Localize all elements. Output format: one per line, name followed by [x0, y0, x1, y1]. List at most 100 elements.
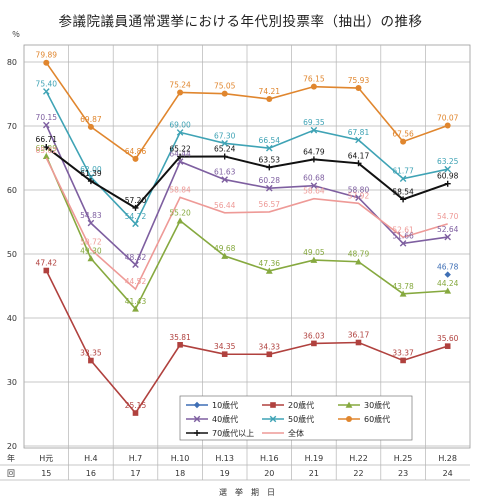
- data-label: 70.15: [36, 113, 58, 122]
- data-label: 58.64: [303, 187, 325, 196]
- data-point-marker: [177, 153, 184, 160]
- y-axis-unit-label: ％: [12, 30, 20, 39]
- data-point-marker: [399, 175, 407, 182]
- x-tick-label-date: H.16: [260, 454, 279, 463]
- data-point-marker: [42, 152, 50, 159]
- y-tick-label: 70: [7, 122, 17, 131]
- data-label: 61.77: [392, 167, 414, 176]
- data-point-marker: [132, 261, 139, 269]
- legend-item: 30歳代: [338, 400, 390, 410]
- data-point-marker: [132, 155, 139, 162]
- legend-item: 全体: [262, 428, 304, 438]
- data-label: 57.20: [125, 196, 147, 205]
- data-label: 64.44: [169, 150, 191, 159]
- data-point-marker: [193, 415, 201, 423]
- data-point-marker: [355, 160, 362, 167]
- data-label: 79.89: [36, 51, 58, 60]
- data-label: 36.17: [348, 331, 370, 340]
- legend-label: 全体: [288, 428, 304, 438]
- x-tick-label-date: H.22: [349, 454, 368, 463]
- x-tick-label-date: H.25: [394, 454, 413, 463]
- data-label: 56.57: [259, 200, 281, 209]
- data-label: 60.98: [437, 172, 459, 181]
- x-tick-label-date: H.19: [305, 454, 324, 463]
- legend-item: 50歳代: [262, 414, 314, 424]
- legend-item: 70歳代以上: [186, 428, 254, 438]
- data-point-marker: [444, 122, 451, 129]
- data-point-marker: [221, 252, 229, 259]
- data-point-marker: [444, 343, 451, 349]
- data-label: 54.70: [437, 212, 459, 221]
- data-point-marker: [176, 217, 184, 224]
- data-label: 55.20: [169, 209, 191, 218]
- y-tick-label: 30: [7, 378, 17, 387]
- data-label: 34.33: [259, 342, 281, 351]
- x-tick-label-date: H.7: [129, 454, 143, 463]
- data-point-marker: [400, 357, 406, 364]
- data-labels: 46.78 47.42 33.35 25.15 35.81 34.35 34.33 36.03…: [36, 51, 459, 410]
- series-line: [45, 91, 448, 226]
- series-6: [43, 144, 451, 211]
- x-tick-label-round: 17: [130, 469, 140, 478]
- data-point-marker: [310, 156, 317, 163]
- x-tick-label-date: H.28: [438, 454, 457, 463]
- x-axis-title: 選 挙 期 日: [219, 487, 275, 497]
- data-point-marker: [345, 401, 353, 408]
- data-label: 64.86: [125, 147, 147, 156]
- data-label: 69.87: [80, 115, 102, 124]
- y-tick-label: 20: [7, 442, 17, 451]
- data-label: 61.39: [80, 169, 102, 178]
- legend: 10歳代 20歳代 30歳代 40歳代 50歳代 60歳代 70歳代以上 全体: [179, 395, 413, 441]
- data-label: 75.24: [169, 80, 191, 89]
- data-point-marker: [43, 267, 50, 274]
- series-line: [45, 155, 448, 311]
- data-point-marker: [176, 129, 184, 136]
- data-point-marker: [194, 430, 200, 436]
- data-label: 62.00: [80, 165, 102, 174]
- data-label: 58.54: [392, 187, 414, 196]
- data-point-marker: [87, 123, 94, 130]
- data-point-marker: [444, 271, 451, 278]
- data-label: 64.17: [348, 151, 370, 160]
- x-tick-label-round: 24: [443, 469, 453, 478]
- data-point-marker: [444, 180, 451, 187]
- data-point-marker: [132, 204, 139, 211]
- x-axis-table: 年回 H元 15 H.4 16 H.7 17 H.10 18 H.13 19 H.16 20 H.19 21…: [0, 453, 470, 497]
- data-point-marker: [444, 165, 451, 173]
- data-point-marker: [221, 139, 228, 147]
- data-point-marker: [87, 178, 94, 185]
- x-axis-row-label-round: 回: [7, 469, 15, 478]
- data-label: 52.61: [392, 225, 414, 234]
- data-label: 65.02: [36, 146, 58, 155]
- data-label: 76.15: [303, 75, 325, 84]
- x-axis-row-label-year: 年: [7, 453, 15, 463]
- data-point-marker: [444, 233, 451, 241]
- data-point-marker: [221, 176, 228, 183]
- data-label: 63.25: [437, 157, 459, 166]
- data-label: 66.71: [36, 135, 58, 144]
- data-label: 41.43: [125, 297, 147, 306]
- x-tick-label-date: H.13: [215, 454, 234, 463]
- data-label: 63.53: [259, 155, 281, 164]
- y-tick-label: 40: [7, 314, 17, 323]
- data-label: 58.80: [348, 186, 370, 195]
- series-5: [43, 59, 451, 162]
- data-label: 25.15: [125, 401, 147, 410]
- data-label: 35.81: [169, 333, 191, 342]
- data-label: 35.60: [437, 334, 459, 343]
- data-point-marker: [399, 240, 407, 247]
- x-tick-label-round: 18: [175, 469, 185, 478]
- data-point-marker: [132, 305, 139, 312]
- grid-lines: [24, 45, 470, 480]
- x-tick-label-date: H.10: [171, 454, 190, 463]
- series-7: [45, 157, 448, 291]
- data-label: 67.30: [214, 131, 236, 140]
- y-tick-label: 80: [7, 58, 17, 67]
- data-point-marker: [310, 256, 318, 263]
- data-point-marker: [444, 287, 452, 294]
- data-label: 49.68: [214, 244, 236, 253]
- data-label: 65.22: [169, 145, 191, 154]
- series-2: [42, 152, 452, 312]
- data-label: 34.35: [214, 342, 236, 351]
